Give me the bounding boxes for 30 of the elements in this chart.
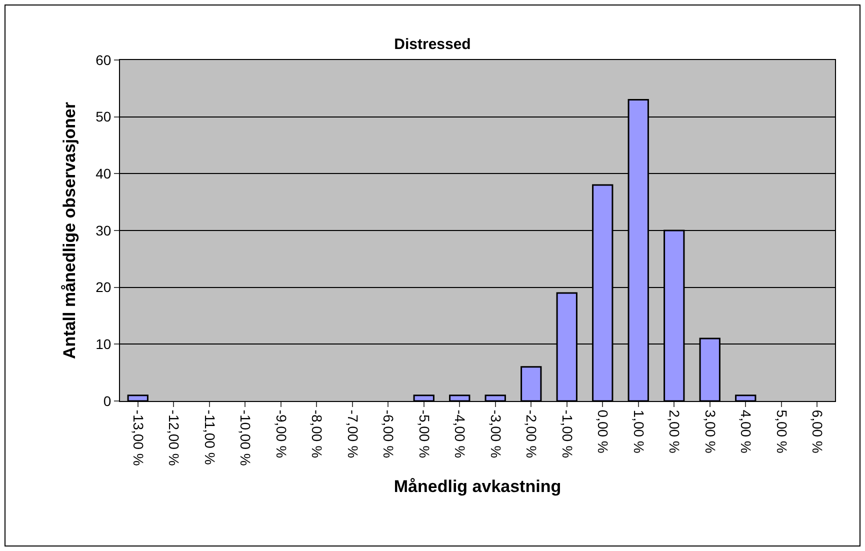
x-tick-label: 6,00 % [810, 410, 826, 454]
y-tick-label: 0 [103, 392, 112, 409]
x-tick-label: 5,00 % [774, 410, 790, 454]
y-tick-label: 30 [96, 222, 112, 238]
x-tick-label: 0,00 % [595, 410, 612, 454]
y-tick-label: 60 [96, 52, 112, 68]
x-tick-label: 1,00 % [630, 410, 647, 454]
x-tick-label: -7,00 % [344, 410, 361, 458]
x-tick-label: -2,00 % [524, 410, 540, 458]
x-tick-label: -9,00 % [273, 410, 290, 458]
x-tick-label: -13,00 % [130, 410, 146, 466]
x-tick-label: -3,00 % [488, 410, 504, 458]
x-tick-label: -1,00 % [559, 410, 576, 458]
x-tick-label: -8,00 % [309, 410, 326, 458]
y-tick-label: 40 [96, 166, 112, 182]
x-tick-label: -6,00 % [380, 410, 397, 458]
y-tick-label: 10 [96, 336, 112, 352]
x-tick-label: -4,00 % [452, 410, 468, 458]
x-tick-label: -12,00 % [166, 410, 182, 466]
x-tick-label: -5,00 % [416, 410, 432, 458]
x-tick-label: 4,00 % [738, 410, 754, 454]
y-tick-label: 50 [96, 108, 112, 125]
y-tick-label: 20 [96, 279, 112, 296]
y-axis-title: Antall månedlige observasjoner [60, 102, 80, 359]
x-tick-label: 2,00 % [666, 410, 683, 454]
x-tick-label: -10,00 % [238, 410, 254, 466]
x-tick-label: -11,00 % [202, 410, 218, 465]
x-tick-label: 3,00 % [702, 410, 718, 454]
x-axis-title: Månedlig avkastning [394, 477, 562, 496]
chart-title: Distressed [394, 36, 471, 54]
